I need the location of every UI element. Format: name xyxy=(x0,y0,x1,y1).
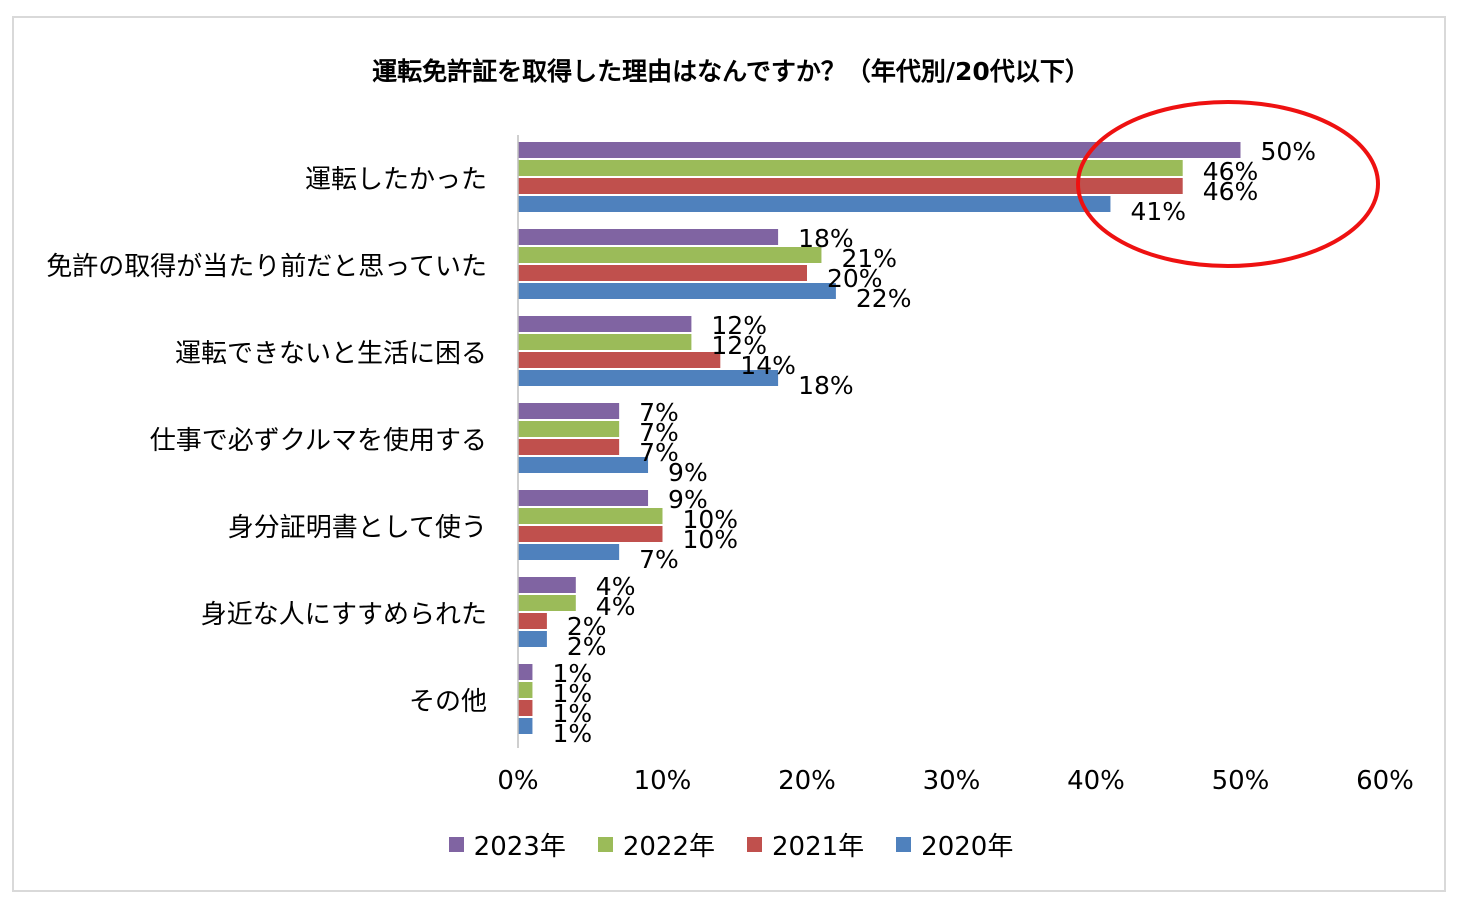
data-label: 7% xyxy=(639,398,679,427)
data-label: 2% xyxy=(567,612,607,641)
data-label: 14% xyxy=(740,351,796,380)
legend-item: 2022年 xyxy=(597,826,715,863)
data-label: 21% xyxy=(841,244,897,273)
category-labels-group: 運転したかった免許の取得が当たり前だと思っていた運転できないと生活に困る仕事で必… xyxy=(46,165,487,717)
legend-swatch xyxy=(896,837,912,852)
legend-swatch xyxy=(747,837,762,852)
data-label: 20% xyxy=(827,264,883,293)
bar xyxy=(518,334,692,350)
data-label: 46% xyxy=(1203,177,1259,206)
category-label: 運転できないと生活に困る xyxy=(175,339,487,369)
data-label: 9% xyxy=(668,485,708,514)
x-tick-label: 10% xyxy=(634,766,692,796)
bar xyxy=(518,526,663,542)
bar xyxy=(518,718,533,734)
bar xyxy=(518,160,1183,176)
data-label: 7% xyxy=(639,418,679,447)
x-tick-label: 60% xyxy=(1356,766,1414,796)
bar xyxy=(518,316,692,332)
legend-swatch xyxy=(448,837,464,852)
legend-label: 2023年 xyxy=(473,832,566,862)
bar xyxy=(518,178,1183,194)
bar xyxy=(518,370,779,386)
data-label: 7% xyxy=(639,545,679,574)
data-label: 7% xyxy=(639,438,679,467)
bar xyxy=(518,457,649,473)
category-label: 身近な人にすすめられた xyxy=(201,600,487,630)
data-label: 2% xyxy=(567,632,607,661)
data-label: 1% xyxy=(552,719,592,748)
legend-swatch xyxy=(597,837,613,852)
chart-title: 運転免許証を取得した理由はなんですか？（年代別/20代以下） xyxy=(372,57,1090,86)
category-label: 身分証明書として使う xyxy=(228,513,487,543)
data-label: 46% xyxy=(1203,157,1259,186)
bar xyxy=(518,631,547,647)
legend-item: 2020年 xyxy=(896,826,1013,863)
data-label: 4% xyxy=(596,592,636,621)
bar xyxy=(518,439,620,455)
data-label: 18% xyxy=(798,371,854,400)
bars-group xyxy=(518,142,1241,734)
data-label: 9% xyxy=(668,458,708,487)
bar xyxy=(518,142,1241,158)
legend-item: 2023年 xyxy=(448,826,566,863)
legend-label: 2021年 xyxy=(772,832,865,862)
data-label: 1% xyxy=(552,699,592,728)
data-label: 10% xyxy=(683,525,739,554)
category-label: 運転したかった xyxy=(305,165,487,195)
bar xyxy=(518,352,721,368)
bar xyxy=(518,613,547,629)
bar xyxy=(518,682,533,698)
highlight-ellipse xyxy=(1076,100,1380,268)
legend-label: 2020年 xyxy=(921,832,1014,862)
bar xyxy=(518,544,620,560)
data-label: 1% xyxy=(552,659,592,688)
bar xyxy=(518,247,822,263)
bar xyxy=(518,265,807,281)
data-label: 12% xyxy=(711,331,767,360)
data-label: 50% xyxy=(1261,137,1317,166)
bar xyxy=(518,508,663,524)
data-label: 10% xyxy=(683,505,739,534)
x-tick-label: 50% xyxy=(1212,766,1270,796)
bar xyxy=(518,700,533,716)
bar xyxy=(518,577,576,593)
bar xyxy=(518,664,533,680)
data-label: 41% xyxy=(1130,197,1186,226)
value-labels-group: 50%46%46%41%18%21%20%22%12%12%14%18%7%7%… xyxy=(552,137,1316,748)
legend-item: 2021年 xyxy=(747,826,864,863)
bar xyxy=(518,421,620,437)
data-label: 22% xyxy=(856,284,912,313)
x-tick-labels-group: 0% 10% 20% 30% 40% 50% 60% xyxy=(497,766,1414,796)
x-tick-label: 40% xyxy=(1067,766,1125,796)
category-label: 免許の取得が当たり前だと思っていた xyxy=(46,252,487,282)
x-tick-label: 20% xyxy=(778,766,836,796)
data-label: 1% xyxy=(552,679,592,708)
category-label: 仕事で必ずクルマを使用する xyxy=(150,426,487,456)
x-tick-label: 30% xyxy=(923,766,981,796)
bar xyxy=(518,490,649,506)
bar xyxy=(518,283,836,299)
category-label: その他 xyxy=(409,687,487,717)
data-label: 12% xyxy=(711,311,767,340)
bar xyxy=(518,196,1111,212)
data-label: 4% xyxy=(596,572,636,601)
x-tick-label: 0% xyxy=(497,766,538,796)
bar xyxy=(518,403,620,419)
bar xyxy=(518,595,576,611)
data-label: 18% xyxy=(798,224,854,253)
legend: 2023年 2022年 2021年 2020年 xyxy=(0,826,1462,863)
bar xyxy=(518,229,779,245)
legend-label: 2022年 xyxy=(622,832,715,862)
